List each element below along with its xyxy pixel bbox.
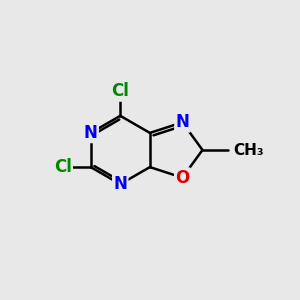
- Text: N: N: [84, 124, 98, 142]
- Text: Cl: Cl: [54, 158, 72, 176]
- Text: Cl: Cl: [111, 82, 129, 100]
- Text: N: N: [113, 175, 127, 193]
- Text: O: O: [175, 169, 190, 187]
- Text: CH₃: CH₃: [233, 142, 264, 158]
- Text: N: N: [176, 113, 189, 131]
